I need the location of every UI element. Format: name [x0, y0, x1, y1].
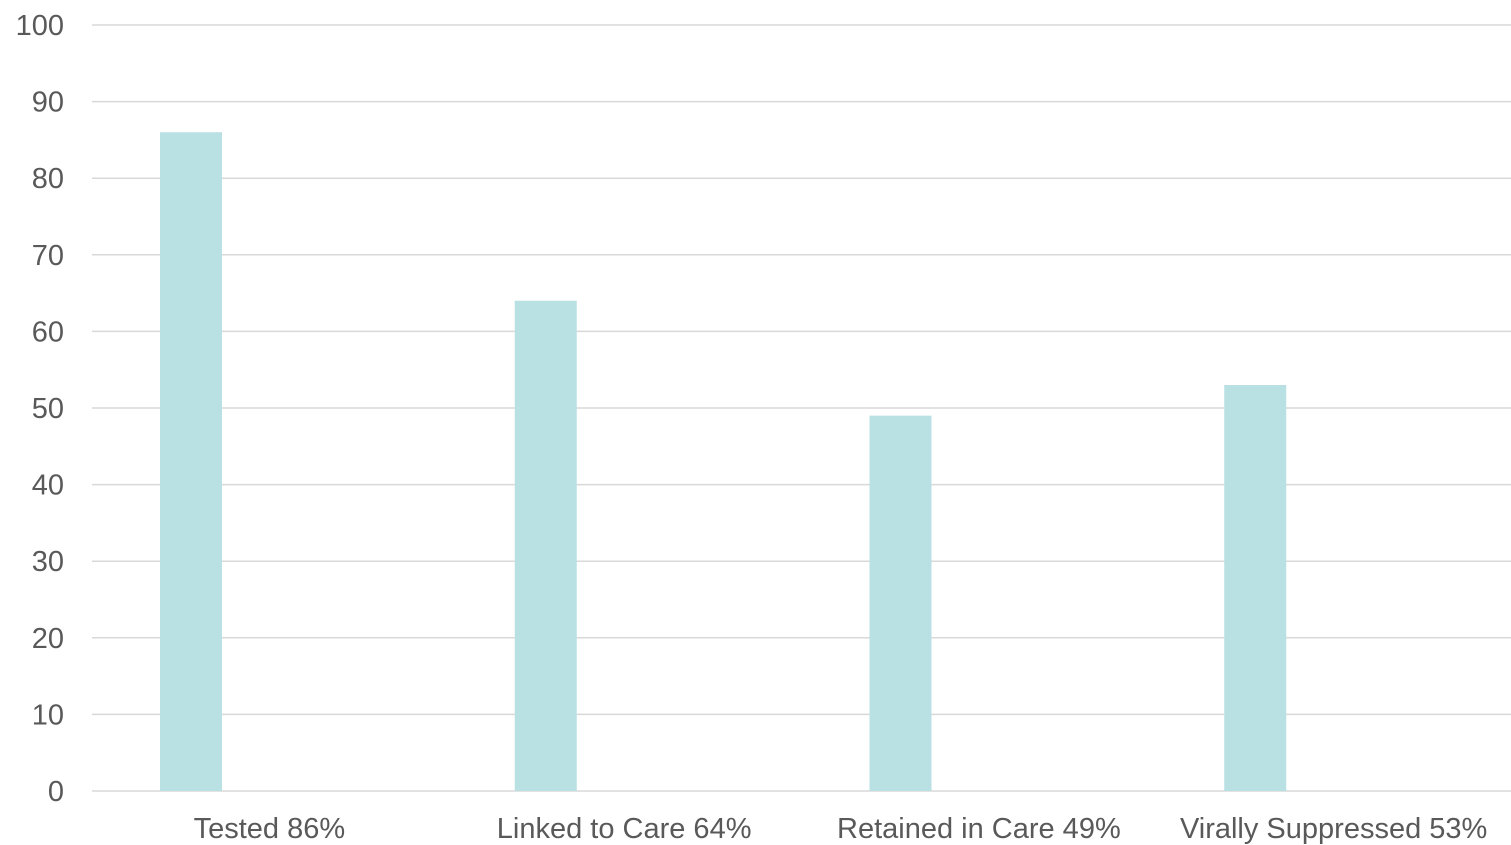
- y-tick-label: 60: [32, 316, 64, 348]
- y-tick-label: 10: [32, 699, 64, 731]
- y-tick-label: 50: [32, 393, 64, 425]
- y-tick-label: 80: [32, 163, 64, 195]
- bar: [160, 132, 222, 792]
- bar: [1224, 385, 1287, 791]
- x-category-label: Tested 86%: [194, 813, 346, 845]
- x-category-label: Virally Suppressed 53%: [1180, 813, 1487, 845]
- x-category-label: Linked to Care 64%: [497, 813, 752, 845]
- y-tick-label: 90: [32, 87, 64, 119]
- y-axis-tick-labels: 0 10 20 30 40 50 60 70 80 90 100: [16, 10, 64, 808]
- x-axis-category-labels: Tested 86% Linked to Care 64% Retained in …: [194, 813, 1488, 845]
- x-category-label: Retained in Care 49%: [837, 813, 1121, 845]
- y-tick-label: 20: [32, 623, 64, 655]
- y-tick-label: 100: [16, 10, 64, 42]
- grid-lines: [92, 24, 1511, 792]
- y-tick-label: 40: [32, 470, 64, 502]
- y-tick-label: 70: [32, 240, 64, 272]
- y-tick-label: 30: [32, 546, 64, 578]
- y-tick-label: 0: [48, 776, 64, 808]
- bars: [160, 132, 1287, 792]
- bar: [869, 415, 932, 791]
- bar: [514, 300, 577, 791]
